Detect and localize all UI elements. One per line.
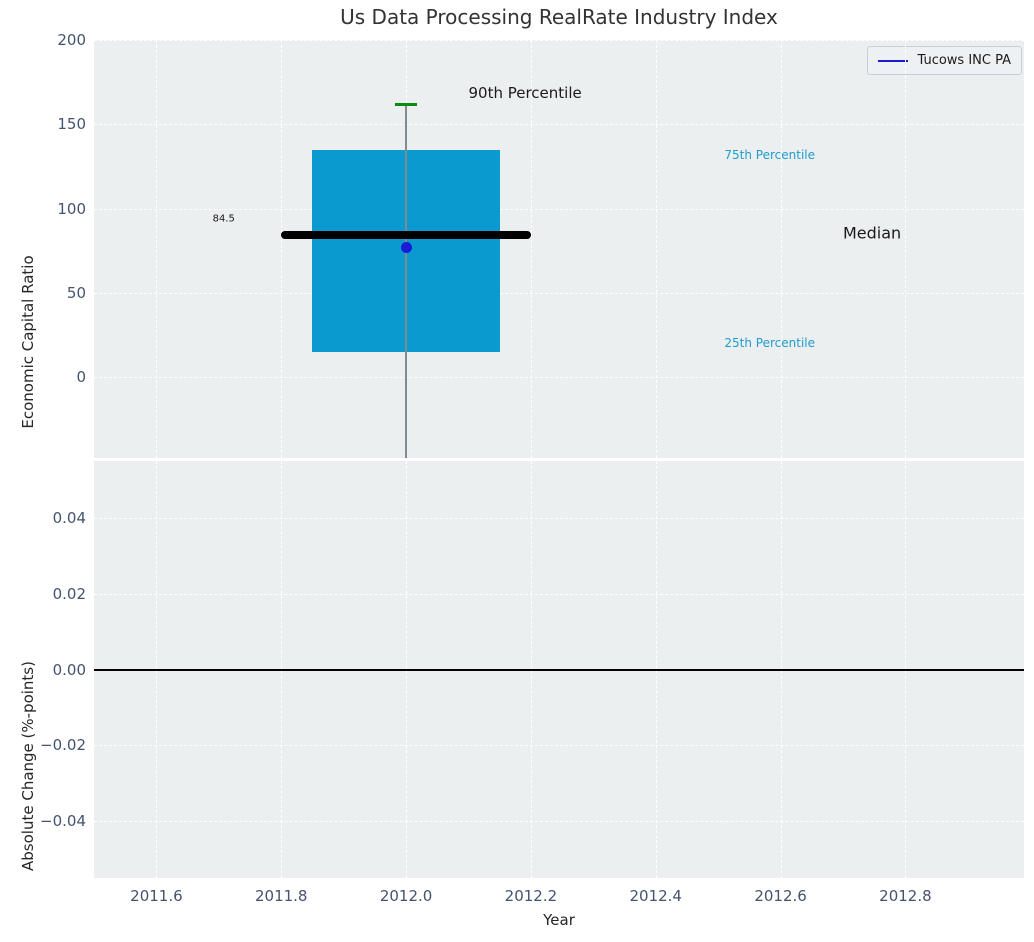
x-tick-label: 2011.8 xyxy=(254,887,308,905)
y-tick-label: 0 xyxy=(76,368,86,387)
annotation-25th-percentile: 25th Percentile xyxy=(724,336,815,351)
top-panel xyxy=(94,40,1024,458)
y-tick-label: 100 xyxy=(57,199,86,218)
gridline-vertical xyxy=(530,40,532,458)
chart-title: Us Data Processing RealRate Industry Ind… xyxy=(340,5,778,29)
zero-line xyxy=(94,668,1024,671)
gridline-horizontal xyxy=(94,292,1024,294)
y-tick-label: 50 xyxy=(66,283,86,302)
y-tick-label: 0.02 xyxy=(52,584,86,603)
median-line xyxy=(281,230,531,239)
legend-label: Tucows INC PA xyxy=(917,53,1011,68)
y-axis-label-top: Economic Capital Ratio xyxy=(19,255,37,429)
y-tick-label: −0.04 xyxy=(40,812,86,831)
company-point xyxy=(400,241,412,253)
y-tick-label: 0.04 xyxy=(52,508,86,527)
gridline-horizontal xyxy=(94,40,1024,41)
y-axis-label-bottom: Absolute Change (%-points) xyxy=(19,661,37,871)
x-tick-label: 2012.4 xyxy=(629,887,682,905)
whisker-line xyxy=(405,104,408,458)
x-tick-label: 2011.6 xyxy=(130,887,183,905)
gridline-vertical xyxy=(281,40,283,458)
y-tick-label: 0.00 xyxy=(52,660,86,679)
gridline-vertical xyxy=(905,40,907,458)
annotation-75th-percentile: 75th Percentile xyxy=(724,147,815,162)
y-tick-label: 150 xyxy=(57,115,86,134)
gridline-horizontal xyxy=(94,377,1024,379)
whisker-cap-90th xyxy=(395,102,418,106)
gridline-horizontal xyxy=(94,124,1024,126)
x-tick-label: 2012.2 xyxy=(504,887,558,905)
annotation-median-value: 84.5 xyxy=(212,213,235,225)
x-tick-label: 2012.0 xyxy=(379,887,433,905)
legend-line-icon xyxy=(878,59,909,62)
y-tick-label: 200 xyxy=(57,31,86,49)
gridline-vertical xyxy=(156,40,158,458)
gridline-horizontal xyxy=(94,593,1024,595)
gridline-horizontal xyxy=(94,208,1024,210)
annotation-90th-percentile: 90th Percentile xyxy=(468,84,582,103)
gridline-horizontal xyxy=(94,821,1024,823)
x-tick-label: 2012.6 xyxy=(754,887,807,905)
annotation-median: Median xyxy=(842,223,902,243)
x-axis-label: Year xyxy=(543,911,575,929)
gridline-horizontal xyxy=(94,517,1024,519)
x-tick-label: 2012.8 xyxy=(879,887,932,905)
legend: Tucows INC PA xyxy=(867,46,1022,75)
gridline-horizontal xyxy=(94,745,1024,747)
y-tick-label: −0.02 xyxy=(40,736,86,755)
gridline-vertical xyxy=(780,40,782,458)
gridline-vertical xyxy=(655,40,657,458)
